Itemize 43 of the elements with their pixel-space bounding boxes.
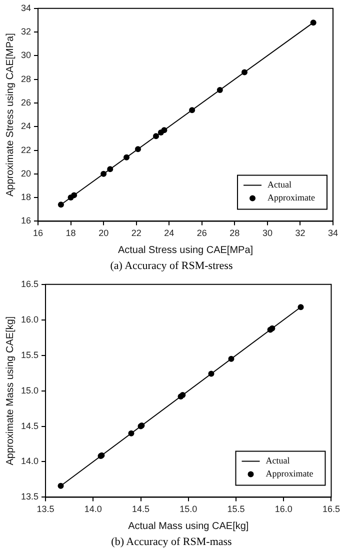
- x-tick-label: 32: [295, 228, 306, 238]
- y-tick-label: 14.0: [20, 456, 39, 466]
- y-tick-label: 26: [20, 97, 32, 108]
- x-tick-label: 15.0: [180, 504, 198, 514]
- legend-label: Approximate: [266, 468, 314, 479]
- y-axis-title: Approximate Mass using CAE[kg]: [4, 316, 16, 466]
- y-tick-label: 16.5: [20, 278, 39, 289]
- y-tick-label: 18: [20, 192, 32, 202]
- x-axis-title: Actual Mass using CAE[kg]: [128, 520, 249, 532]
- x-tick-label: 20: [98, 228, 109, 238]
- y-tick-label: 15.5: [20, 350, 39, 360]
- x-tick-label: 16.5: [322, 504, 340, 514]
- legend-label: Actual: [266, 456, 290, 466]
- x-tick-label: 18: [66, 228, 76, 238]
- x-tick-label: 28: [230, 228, 240, 238]
- x-tick-label: 34: [328, 228, 338, 238]
- x-tick-label: 22: [131, 228, 142, 238]
- y-tick-label: 13.5: [20, 492, 39, 502]
- y-tick-label: 28: [20, 74, 32, 84]
- x-tick-label: 13.5: [36, 504, 54, 514]
- x-tick-label: 16.0: [274, 504, 292, 514]
- y-tick-label: 15.0: [20, 385, 39, 396]
- y-tick-label: 30: [20, 50, 32, 60]
- x-tick-label: 15.5: [227, 504, 245, 514]
- x-tick-label: 14.0: [84, 504, 102, 514]
- y-tick-label: 32: [20, 26, 32, 37]
- y-tick-label: 24: [20, 121, 32, 132]
- x-axis-title: Actual Stress using CAE[MPa]: [118, 244, 254, 256]
- legend-label: Actual: [268, 180, 292, 190]
- y-tick-label: 20: [20, 168, 32, 178]
- y-tick-label: 14.5: [20, 420, 39, 431]
- x-tick-label: 26: [196, 228, 207, 238]
- y-tick-label: 34: [20, 2, 32, 13]
- x-tick-label: 14.5: [132, 504, 150, 514]
- text: (a) Accuracy of RSM-stress: [109, 259, 234, 274]
- y-tick-label: 22: [20, 144, 32, 155]
- text: (b) Accuracy of RSM-mass: [110, 535, 233, 550]
- x-tick-label: 24: [164, 228, 174, 238]
- y-tick-label: 16.0: [20, 314, 39, 324]
- y-tick-label: 16: [20, 216, 32, 226]
- legend-label: Approximate: [268, 192, 316, 203]
- x-tick-label: 30: [262, 228, 272, 238]
- y-axis-title: Approximate Stress using CAE[MPa]: [4, 32, 16, 197]
